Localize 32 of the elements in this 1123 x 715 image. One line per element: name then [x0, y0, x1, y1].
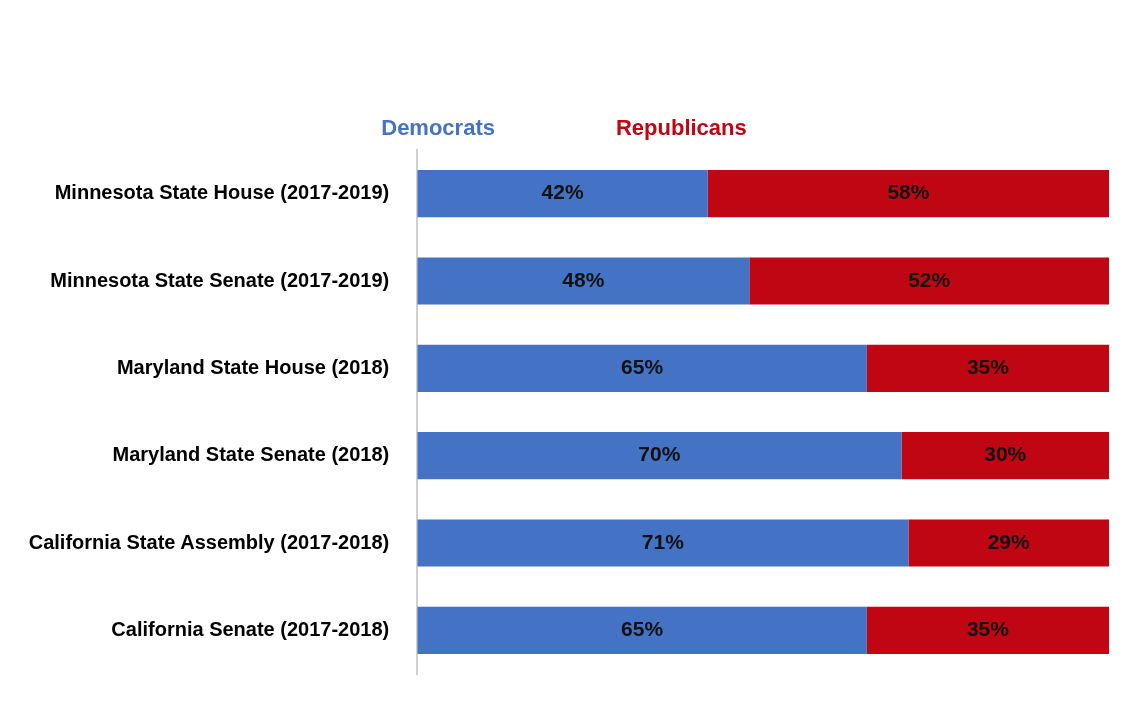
- bar: [866, 344, 1109, 392]
- bar: [707, 170, 1109, 218]
- y-tick-label: California State Assembly (2017-2018): [28, 530, 390, 553]
- data-label: 65%: [621, 355, 664, 379]
- data-label: 30%: [984, 442, 1027, 466]
- data-label: 71%: [641, 529, 685, 553]
- y-tick-label: California Senate (2017-2018): [111, 617, 390, 640]
- bar: [417, 432, 902, 480]
- y-tick-label: Minnesota State House (2017-2019): [54, 181, 390, 204]
- y-tick-label: Minnesota State Senate (2017-2019): [50, 268, 390, 291]
- data-label: 35%: [966, 355, 1010, 379]
- bar: [417, 606, 867, 654]
- data-label: 58%: [887, 180, 930, 204]
- bar: [417, 519, 909, 567]
- bar: [417, 257, 750, 305]
- series-label: Republicans: [615, 115, 747, 141]
- data-label: 42%: [541, 180, 584, 204]
- bar: [901, 432, 1109, 480]
- bar: [749, 257, 1109, 305]
- y-tick-label: Maryland State Senate (2018): [112, 443, 390, 466]
- bar: [417, 344, 867, 392]
- series-label: Democrats: [381, 115, 495, 141]
- data-label: 52%: [908, 267, 951, 291]
- bar: [417, 170, 708, 218]
- data-label: 65%: [621, 617, 664, 641]
- data-label: 35%: [966, 617, 1010, 641]
- bar: [866, 606, 1109, 654]
- bar: [908, 519, 1109, 567]
- data-label: 70%: [638, 442, 681, 466]
- y-tick-label: Maryland State House (2018): [116, 355, 390, 378]
- data-label: 48%: [562, 267, 605, 291]
- data-label: 29%: [987, 529, 1031, 553]
